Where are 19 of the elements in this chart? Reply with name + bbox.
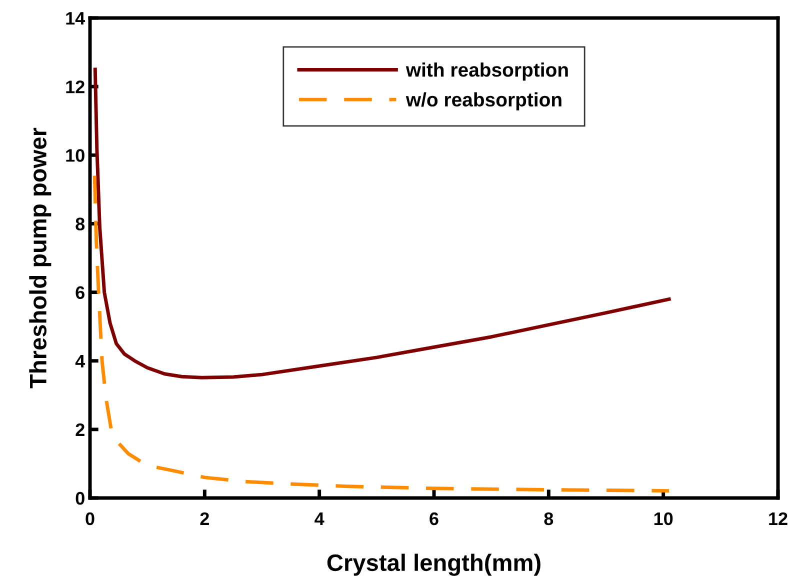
x-tick-label: 2	[200, 512, 209, 525]
x-tick-label: 4	[314, 512, 324, 525]
x-tick-label: 12	[769, 512, 788, 525]
legend-label: w/o reabsorption	[406, 92, 562, 110]
y-tick-label: 14	[66, 12, 86, 25]
x-tick-label: 8	[544, 512, 554, 526]
legend-label: with reabsorption	[406, 62, 568, 81]
y-tick-label: 4	[75, 354, 86, 368]
x-axis-title: Crystal length(mm)	[327, 554, 540, 576]
y-tick-label: 8	[76, 218, 85, 230]
y-tick-label: 0	[76, 492, 84, 505]
x-tick-label: 6	[430, 512, 438, 526]
y-tick-label: 6	[76, 286, 84, 300]
x-tick-label: 0	[86, 512, 94, 526]
y-tick-label: 10	[66, 149, 84, 162]
x-tick-label: 10	[654, 512, 673, 526]
y-tick-label: 12	[66, 80, 84, 94]
y-axis-title: Threshold pump power	[29, 128, 52, 388]
y-tick-label: 2	[76, 423, 84, 436]
